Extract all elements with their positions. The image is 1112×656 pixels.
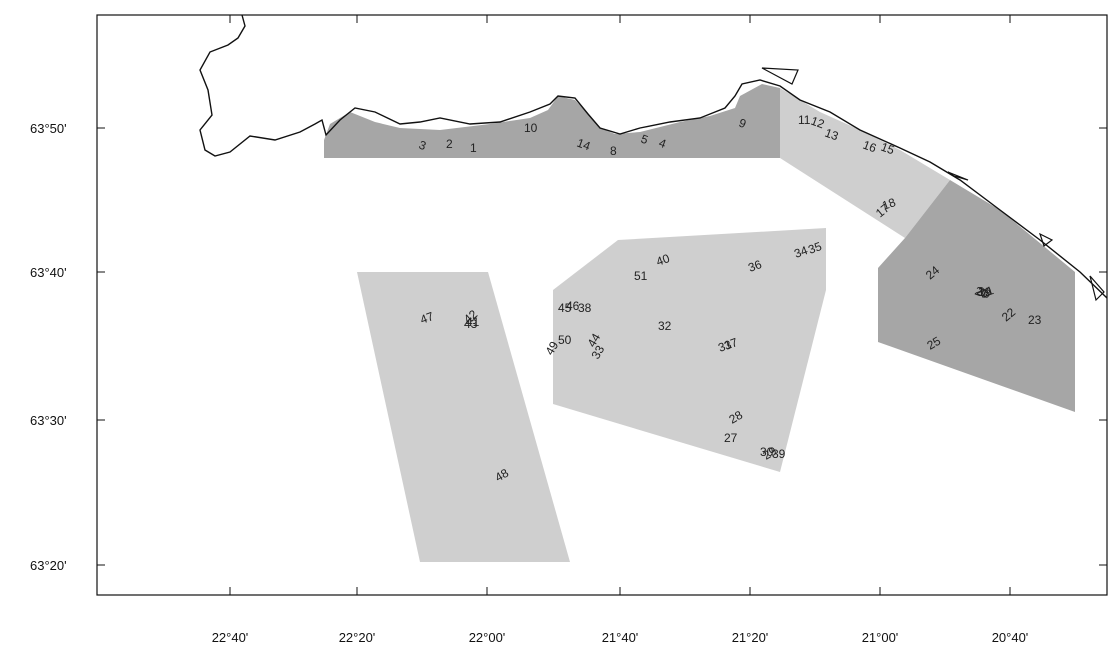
island-east-2 [1038, 232, 1054, 247]
site-label: 40 [654, 251, 672, 269]
lat-label: 63°40' [30, 265, 67, 280]
site-label: 21 [978, 283, 996, 301]
site-label: 23 [1028, 313, 1042, 327]
site-label: 43 [464, 317, 478, 331]
lon-label: 21°00' [862, 630, 899, 645]
site-label: 30 [760, 445, 774, 459]
lat-label: 63°20' [30, 558, 67, 573]
site-label: 33 [588, 343, 607, 362]
site-labels: 1 2 3 4 5 8 9 10 11 12 13 14 15 16 17 18… [417, 113, 1042, 485]
site-label: 14 [575, 136, 593, 154]
lon-label: 22°20' [339, 630, 376, 645]
survey-area-south-west [357, 272, 570, 562]
site-label: 51 [634, 269, 648, 283]
survey-area-east [878, 180, 1075, 412]
site-label: 1 [470, 141, 477, 155]
site-label: 10 [524, 121, 538, 135]
lon-label: 22°40' [212, 630, 249, 645]
site-label: 11 [798, 113, 811, 127]
island-east-3 [1089, 275, 1105, 302]
site-label: 25 [925, 334, 944, 353]
survey-area-central [553, 228, 826, 472]
site-label: 48 [493, 466, 512, 485]
coastline [199, 14, 1108, 299]
site-label: 20 [973, 284, 991, 302]
site-label: 26 [975, 284, 993, 302]
site-label: 47 [418, 309, 436, 327]
lon-label: 20°40' [992, 630, 1029, 645]
site-label: 19 [978, 285, 992, 299]
site-label: 28 [727, 408, 746, 427]
site-label: 35 [806, 239, 824, 257]
site-label: 39 [772, 447, 786, 461]
site-label: 8 [610, 144, 617, 158]
island-east-1 [947, 171, 969, 181]
map-frame [96, 14, 1108, 596]
lon-label: 22°00' [469, 630, 506, 645]
site-label: 29 [761, 444, 780, 463]
survey-area-coastal-west [324, 84, 780, 158]
site-label: 31 [716, 337, 734, 355]
site-label: 44 [584, 331, 603, 350]
site-label: 45 [558, 301, 572, 315]
site-label: 41 [466, 315, 480, 329]
lon-label: 21°40' [602, 630, 639, 645]
site-label: 5 [639, 132, 650, 148]
site-label: 4 [657, 136, 668, 152]
site-label: 27 [724, 431, 738, 445]
site-label: 2 [446, 137, 453, 151]
lat-label: 63°50' [30, 121, 67, 136]
site-label: 34 [792, 243, 810, 261]
site-label: 49 [542, 339, 561, 358]
site-label: 12 [809, 114, 827, 132]
site-label: 37 [722, 335, 740, 353]
site-label: 16 [861, 138, 879, 156]
site-label: 18 [880, 195, 898, 213]
site-label: 38 [578, 301, 592, 315]
island-north [761, 67, 799, 85]
lat-label: 63°30' [30, 413, 67, 428]
site-label: 50 [558, 333, 572, 347]
survey-area-coastal-middle [780, 88, 950, 238]
lon-label: 21°20' [732, 630, 769, 645]
site-label: 13 [823, 126, 841, 144]
site-label: 46 [566, 299, 580, 313]
site-label: 9 [737, 116, 748, 132]
site-label: 15 [879, 140, 897, 158]
site-label: 36 [746, 257, 764, 275]
site-label: 32 [658, 319, 672, 333]
site-label: 3 [417, 138, 428, 154]
